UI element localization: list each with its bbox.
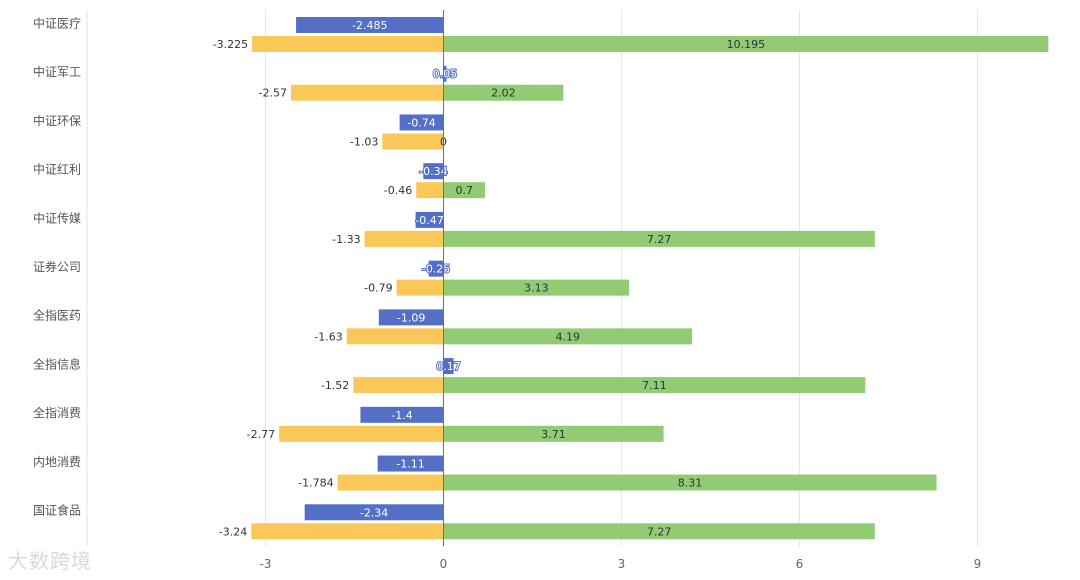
category-label: 全指消费 (33, 405, 81, 420)
bar-blue-label: -0.25 (422, 263, 450, 276)
bar-blue-label: 0.05 (433, 68, 458, 81)
bar-blue (399, 114, 444, 131)
bar-green (443, 328, 693, 345)
category-label: 全指信息 (33, 356, 81, 371)
category-label: 内地消费 (33, 455, 81, 469)
bar-yellow (382, 133, 444, 150)
bar-blue-label: -0.47 (415, 214, 443, 227)
bar-yellow-label: -2.57 (259, 87, 287, 100)
bar-yellow-label: -1.52 (321, 379, 349, 392)
bar-blue (443, 358, 454, 375)
bar-blue (378, 309, 444, 326)
bar-yellow (416, 182, 444, 199)
bar-green (443, 474, 937, 491)
x-tick-label: 6 (796, 557, 804, 571)
bar-yellow (353, 377, 444, 394)
bar-blue-label: -0.74 (407, 116, 435, 129)
bar-blue-label: -1.09 (397, 311, 425, 324)
bar-blue-label: -2.485 (352, 19, 387, 32)
bar-blue-label: -2.34 (360, 506, 388, 519)
bar-yellow-label: -3.225 (213, 38, 248, 51)
bar-yellow (346, 328, 444, 345)
category-label: 证券公司 (33, 259, 81, 274)
bar-green-label: 7.27 (647, 525, 672, 538)
bar-blue (377, 455, 444, 472)
bar-green (443, 425, 664, 442)
bar-blue-label: -1.4 (391, 409, 412, 422)
bar-blue (296, 17, 444, 33)
bar-green-label: 3.13 (524, 282, 549, 295)
category-label: 中证红利 (33, 162, 81, 177)
bar-blue-label: -0.34 (419, 165, 447, 178)
bar-yellow-label: -1.784 (298, 477, 333, 490)
bar-green-label: 4.19 (556, 330, 581, 343)
bar-yellow (252, 36, 444, 52)
bar-yellow (251, 523, 444, 540)
bar-green (443, 523, 875, 540)
bar-yellow-label: -3.24 (219, 525, 247, 538)
bar-blue (443, 65, 447, 82)
bar-green (443, 36, 1049, 52)
category-label: 中证传媒 (33, 210, 81, 225)
bar-yellow (364, 230, 444, 247)
bar-green (443, 182, 486, 199)
bar-green-label: 7.27 (647, 233, 672, 246)
bar-green-label: 8.31 (678, 477, 703, 490)
bar-green (443, 279, 630, 296)
grid-lines (265, 10, 978, 546)
bar-yellow-label: -0.79 (364, 282, 392, 295)
bar-blue (415, 211, 444, 228)
x-tick-label: 9 (974, 557, 982, 571)
bar-green (443, 230, 875, 247)
bar-blue (360, 406, 444, 423)
bar-blue-label: 0.17 (436, 360, 461, 373)
bar-yellow-label: -1.03 (350, 135, 378, 148)
bar-yellow (279, 425, 444, 442)
category-label: 中证环保 (33, 113, 81, 128)
x-tick-label: -3 (260, 557, 272, 571)
bar-green-label: 3.71 (541, 428, 566, 441)
bar-yellow (396, 279, 444, 296)
bar-blue-label: -1.11 (396, 458, 424, 471)
bar-yellow (291, 84, 444, 101)
x-tick-label: 3 (618, 557, 626, 571)
bar-green-label: 7.11 (642, 379, 667, 392)
bar-blue (428, 260, 444, 277)
bar-blue (423, 163, 444, 180)
watermark-text: 大数跨境 (8, 549, 92, 573)
bar-yellow-label: -1.63 (314, 330, 342, 343)
bar-green-label: 10.195 (727, 38, 766, 51)
category-label: 国证食品 (33, 503, 81, 518)
bar-yellow-label: -0.46 (384, 184, 412, 197)
bar-green-label: 0.7 (456, 184, 474, 197)
category-label: 中证医疗 (33, 15, 81, 30)
x-tick-label: 0 (440, 557, 448, 571)
bar-yellow-label: -2.77 (247, 428, 275, 441)
bar-green (443, 84, 564, 101)
bar-yellow-label: -1.33 (332, 233, 360, 246)
category-label: 全指医药 (33, 308, 81, 323)
bar-yellow (337, 474, 444, 491)
bar-green-label: 2.02 (491, 87, 516, 100)
category-label: 中证军工 (33, 64, 81, 79)
bar-green (443, 377, 866, 394)
bar-blue (304, 504, 444, 521)
